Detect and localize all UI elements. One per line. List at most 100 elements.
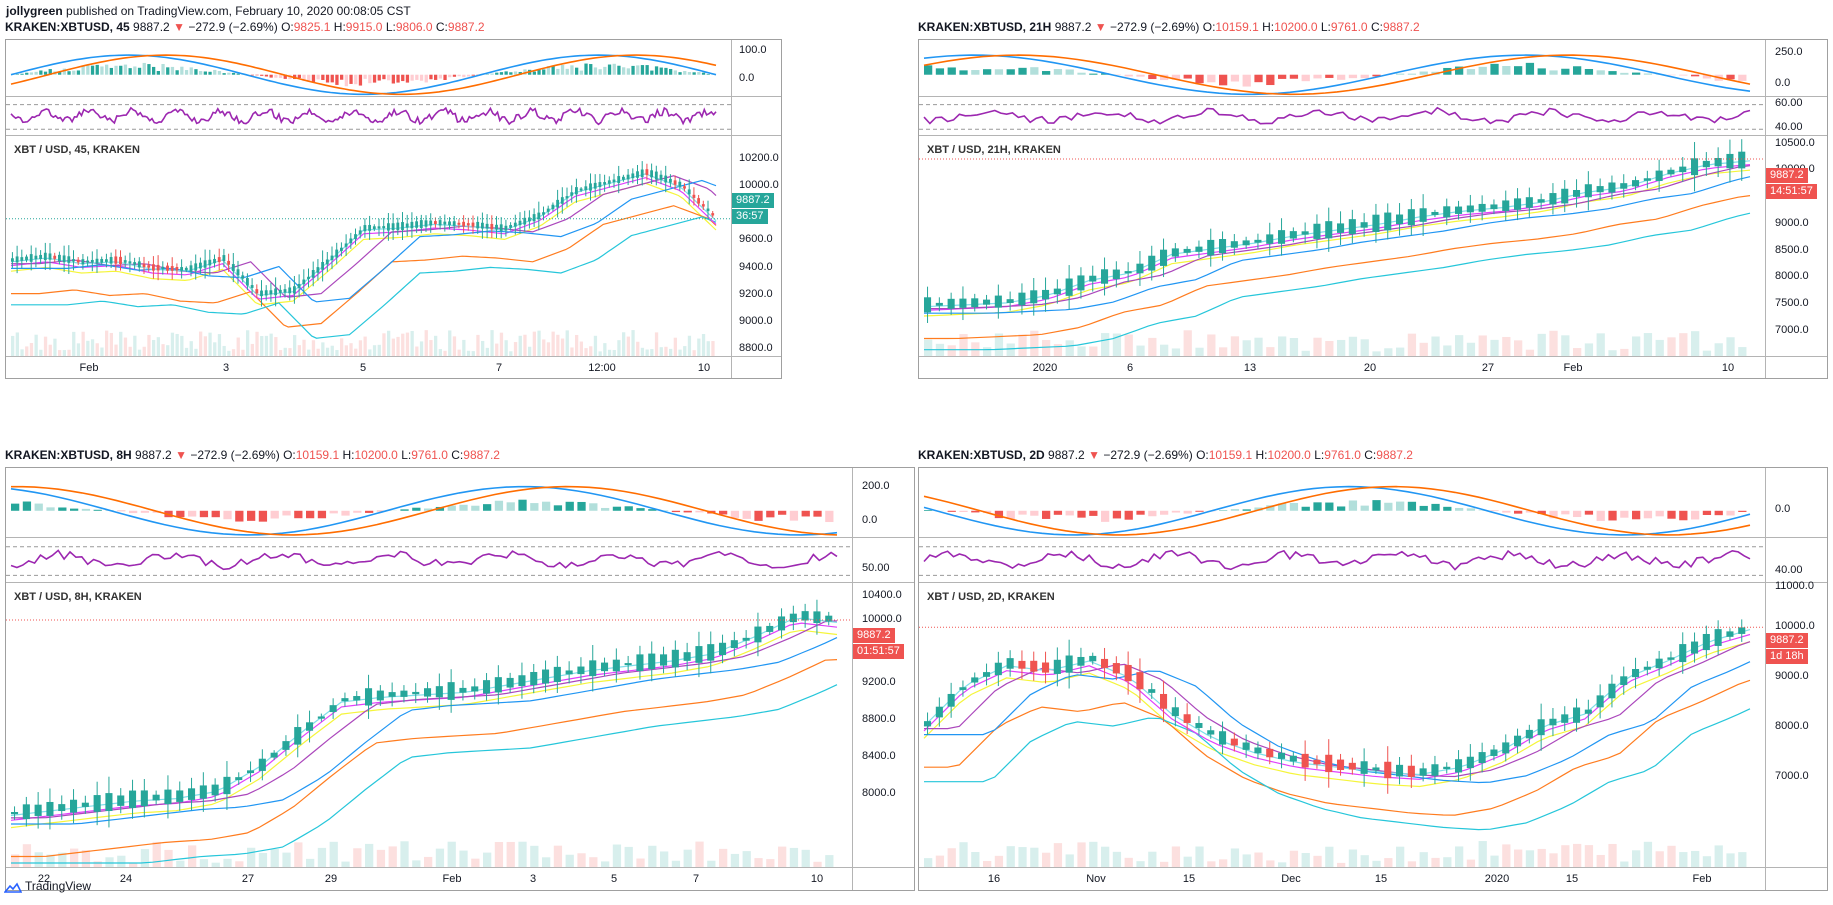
candle-body	[971, 298, 979, 308]
rsi-pane[interactable]	[6, 97, 781, 136]
volume-bar	[434, 335, 438, 356]
candle-body	[471, 222, 475, 227]
candle-body	[1431, 211, 1439, 215]
price-pane[interactable]: XBT / USD, 8H, KRAKEN 10400.0 10000.0 92…	[6, 583, 914, 868]
macd-indicator	[10, 54, 717, 96]
macd-histogram-bar	[170, 66, 175, 75]
symbol-name[interactable]: KRAKEN:XBTUSD, 8H	[5, 448, 132, 462]
rsi-pane[interactable]: 60.00 40.00	[919, 97, 1827, 136]
volume-bar	[429, 340, 433, 356]
candle-body	[1006, 299, 1014, 303]
macd-pane[interactable]: 100.0 0.0	[6, 40, 781, 97]
candle-body	[1608, 683, 1616, 699]
macd-histogram-bar	[1124, 510, 1133, 520]
price-tick: 10200.0	[739, 152, 779, 164]
macd-histogram-bar	[140, 510, 150, 513]
volume-bar	[114, 344, 118, 356]
symbol-name[interactable]: KRAKEN:XBTUSD, 21H	[918, 20, 1052, 34]
volume-bar	[123, 337, 128, 356]
volume-bar	[754, 858, 763, 867]
macd-pane[interactable]: 200.0 0.0	[6, 468, 914, 538]
macd-histogram-bar	[180, 66, 184, 75]
candle-body	[1053, 288, 1061, 295]
macd-histogram-bar	[669, 69, 673, 75]
countdown-tag: 1d 18h	[1766, 649, 1808, 664]
macd-histogram-bar	[695, 510, 704, 513]
macd-histogram-bar	[434, 74, 438, 80]
macd-pane[interactable]: 250.0 0.0	[919, 40, 1827, 97]
volume-bar	[701, 334, 706, 356]
candle-body	[100, 259, 104, 263]
volume-bar	[994, 855, 1004, 867]
candle-body	[81, 802, 89, 807]
macd-histogram-bar	[199, 510, 209, 518]
candle-body	[62, 255, 66, 263]
macd-histogram-bar	[1714, 510, 1723, 516]
price-tick: 11000.0	[1775, 580, 1814, 592]
candle-body	[1726, 631, 1734, 637]
macd-histogram-bar	[612, 63, 616, 75]
rsi-pane[interactable]: 50.00	[6, 538, 914, 583]
candle-body	[353, 696, 361, 701]
volume-bar	[1325, 341, 1334, 356]
candle-body	[1278, 752, 1286, 759]
rsi-pane[interactable]: 40.00	[919, 538, 1827, 583]
symbol-name[interactable]: KRAKEN:XBTUSD, 2D	[918, 448, 1045, 462]
macd-histogram-bar	[1160, 510, 1169, 515]
price-pane[interactable]: XBT / USD, 21H, KRAKEN 10500.0 10000.0 9…	[919, 136, 1827, 357]
chart-frame[interactable]: 0.0 40.00 XBT / USD, 2D, KRAKEN 11000.0 …	[918, 467, 1828, 891]
volume-bar	[294, 842, 303, 867]
macd-histogram-bar	[466, 74, 471, 77]
candle-body	[43, 252, 47, 261]
volume-bar	[217, 334, 222, 356]
macd-histogram-bar	[1183, 510, 1192, 514]
macd-histogram-bar	[250, 74, 254, 76]
volume-bar	[1596, 333, 1605, 356]
volume-bar	[1313, 337, 1322, 356]
chart-frame[interactable]: 200.0 0.0 50.00 XBT / USD, 8H, KRAKEN 10…	[5, 467, 915, 891]
price-pane[interactable]: XBT / USD, 45, KRAKEN 10200.0 10000.0 96…	[6, 136, 781, 357]
macd-pane[interactable]: 0.0	[919, 468, 1827, 538]
price-pane[interactable]: XBT / USD, 2D, KRAKEN 11000.0 10000.0 90…	[919, 580, 1827, 868]
volume-bar	[1714, 845, 1723, 867]
time-axis[interactable]: Feb 3 5 7 12:00 10	[6, 357, 731, 378]
macd-histogram-bar	[1455, 66, 1464, 75]
volume-bar	[11, 335, 15, 356]
macd-histogram-bar	[1502, 510, 1511, 513]
volume-bar	[1584, 845, 1594, 867]
high-value: 9915.0	[345, 20, 383, 34]
volume-bar	[297, 345, 301, 356]
chart-frame[interactable]: 250.0 0.0 60.00 40.00 XBT / USD, 21H, KR…	[918, 39, 1828, 379]
author-name[interactable]: jollygreen	[6, 4, 63, 18]
time-axis[interactable]: 22 24 27 29 Feb 3 5 7 10	[6, 868, 852, 890]
macd-histogram-bar	[95, 64, 99, 75]
macd-histogram-bar	[687, 72, 692, 75]
price-tick: 8400.0	[862, 750, 896, 762]
volume-bar	[329, 841, 338, 867]
symbol-name[interactable]: KRAKEN:XBTUSD, 45	[5, 20, 130, 34]
volume-bar	[109, 332, 113, 356]
macd-histogram-bar	[994, 510, 1004, 519]
volume-bar	[523, 334, 527, 356]
volume-bar	[485, 347, 489, 356]
chart-frame[interactable]: 100.0 0.0 XBT / USD, 45, KRAKEN 10200.0 …	[5, 39, 782, 379]
candle-body	[983, 672, 991, 677]
volume-bar	[211, 862, 220, 867]
macd-histogram-bar	[530, 503, 539, 511]
candle-body	[1195, 723, 1203, 728]
time-axis[interactable]: 16 Nov 15 Dec 15 2020 15 Feb	[919, 868, 1765, 890]
volume-bar	[39, 349, 43, 356]
volume-bar	[1136, 861, 1145, 867]
volume-bar	[258, 852, 268, 867]
time-axis[interactable]: 2020 6 13 20 27 Feb 10	[919, 357, 1765, 378]
candle-body	[1042, 662, 1050, 673]
candle-body	[664, 175, 668, 183]
tradingview-footer[interactable]: TradingView	[3, 877, 91, 895]
volume-bar	[1596, 854, 1605, 867]
macd-histogram-bar	[1254, 507, 1263, 511]
volume-bar	[1301, 853, 1310, 867]
candle-body	[184, 267, 188, 271]
candle-body	[306, 722, 314, 731]
volume-bar	[447, 841, 456, 867]
volume-bar	[424, 330, 428, 356]
